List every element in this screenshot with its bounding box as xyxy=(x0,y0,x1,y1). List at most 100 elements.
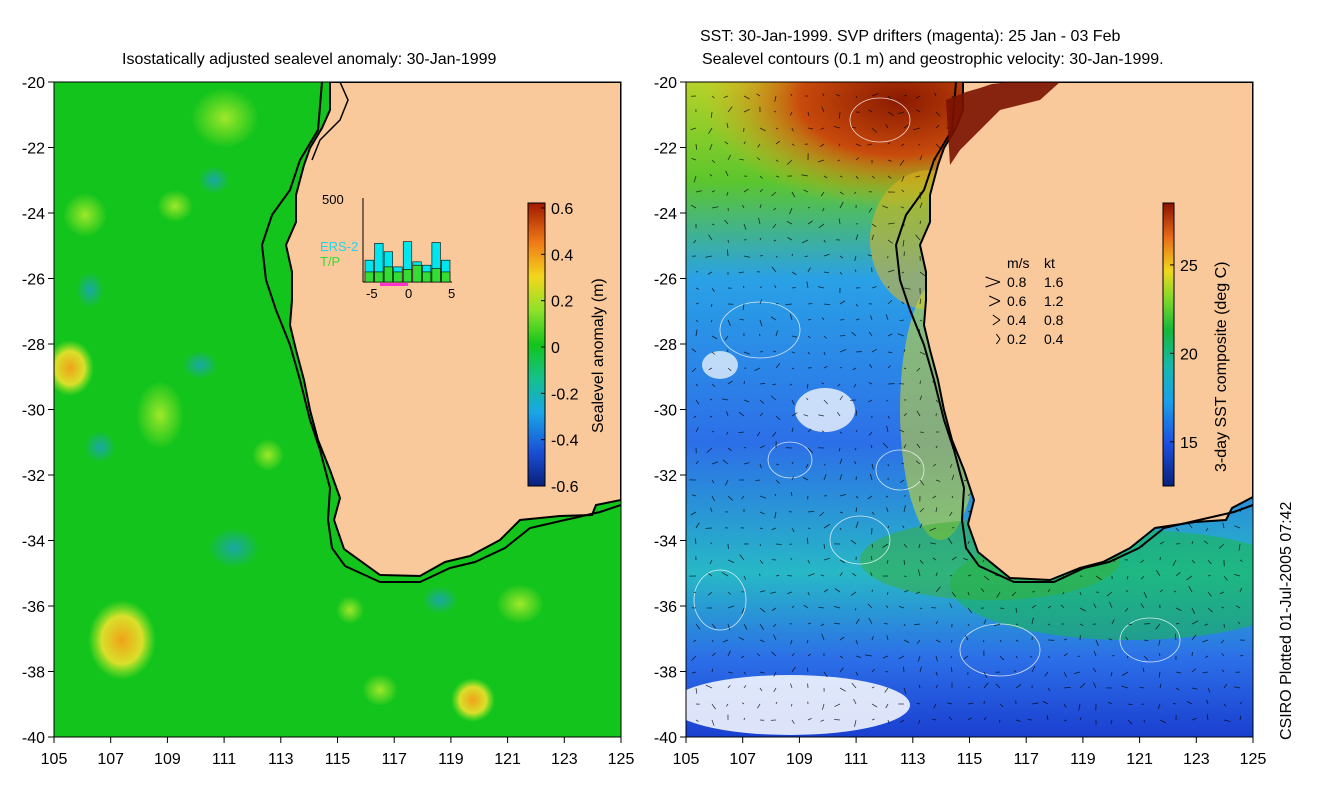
velocity-vector xyxy=(771,191,777,197)
velocity-vector xyxy=(855,175,859,180)
velocity-vector xyxy=(791,287,796,289)
velocity-vector xyxy=(999,719,1001,723)
left-y-tick-label: -26 xyxy=(22,272,45,289)
velocity-vector xyxy=(1079,717,1082,721)
velocity-vector xyxy=(836,411,841,417)
velocity-vector xyxy=(1175,687,1180,691)
right-y-tick-label: -22 xyxy=(654,141,677,158)
velocity-vector xyxy=(901,175,905,182)
velocity-vector xyxy=(1093,650,1097,657)
velocity-vector xyxy=(823,365,828,369)
velocity-vector xyxy=(903,543,908,548)
velocity-vector xyxy=(695,623,701,630)
velocity-vector xyxy=(791,253,793,257)
velocity-vector xyxy=(775,330,778,337)
velocity-vector xyxy=(738,431,745,434)
velocity-legend-ms: 0.6 xyxy=(1007,293,1027,309)
left-x-tick-label: 113 xyxy=(268,751,294,768)
velocity-vector xyxy=(839,494,847,497)
velocity-vector xyxy=(1095,639,1099,647)
velocity-vector xyxy=(918,143,921,146)
velocity-vector xyxy=(693,239,697,244)
legend-tp: T/P xyxy=(320,254,340,269)
velocity-vector xyxy=(722,459,729,465)
velocity-vector xyxy=(854,269,857,273)
velocity-vector xyxy=(1191,717,1197,721)
velocity-vector xyxy=(759,687,763,692)
velocity-vector xyxy=(935,507,938,513)
left-chart-title: Isostatically adjusted sealevel anomaly:… xyxy=(122,51,497,68)
velocity-vector xyxy=(930,542,937,545)
sealevel-contours xyxy=(693,97,1181,677)
right-y-tick-label: -30 xyxy=(654,403,677,420)
velocity-vector xyxy=(935,111,941,117)
sst-colorbar-label: 3-day SST composite (deg C) xyxy=(1213,262,1230,472)
velocity-vector xyxy=(853,698,857,705)
histogram-bar-tp xyxy=(431,268,441,283)
velocity-vector xyxy=(775,574,780,577)
velocity-vector xyxy=(1031,665,1036,673)
velocity-vector xyxy=(899,429,905,433)
velocity-vector xyxy=(743,623,748,630)
velocity-vector xyxy=(819,511,825,517)
velocity-vector xyxy=(1079,683,1086,689)
velocity-vector xyxy=(1191,634,1197,641)
velocity-vector xyxy=(711,719,715,726)
velocity-vector xyxy=(741,702,745,705)
velocity-vector xyxy=(711,495,715,502)
velocity-vector xyxy=(727,349,729,353)
velocity-vector xyxy=(897,333,905,337)
velocity-vector xyxy=(823,239,826,243)
velocity-vector xyxy=(1207,687,1211,693)
velocity-vector xyxy=(851,126,857,129)
right-x-tick-label: 105 xyxy=(673,751,700,768)
velocity-vector xyxy=(727,154,731,161)
velocity-vector xyxy=(1063,671,1067,678)
velocity-vector xyxy=(1079,623,1084,627)
right-y-tick-label: -28 xyxy=(654,337,677,354)
velocity-vector xyxy=(823,253,830,257)
velocity-vector xyxy=(839,511,844,514)
velocity-vector xyxy=(867,495,873,500)
velocity-vector xyxy=(839,527,842,530)
velocity-vector xyxy=(772,431,777,437)
velocity-vector xyxy=(855,507,858,513)
velocity-vector xyxy=(916,410,921,417)
histogram-bars xyxy=(364,241,451,283)
sla-colorbar-ticks: 0.6 0.4 0.2 0 -0.2 -0.4 -0.6 xyxy=(541,201,579,496)
velocity-vector xyxy=(887,719,890,724)
right-y-tick-label: -38 xyxy=(654,665,677,682)
left-y-tick-label: -32 xyxy=(22,468,45,485)
velocity-vector xyxy=(770,591,777,594)
velocity-vector xyxy=(821,106,825,113)
velocity-vector xyxy=(803,189,809,193)
velocity-vector xyxy=(821,382,825,385)
velocity-scale-arrow xyxy=(988,295,1001,307)
velocity-vector xyxy=(1188,585,1193,593)
right-x-tick-label: 111 xyxy=(844,751,868,768)
velocity-vector xyxy=(695,719,699,722)
velocity-vector xyxy=(1073,671,1081,675)
velocity-vector xyxy=(823,399,829,405)
velocity-vector xyxy=(887,415,890,419)
velocity-vector xyxy=(919,395,923,401)
velocity-vector xyxy=(1158,671,1161,678)
velocity-vector xyxy=(806,639,809,644)
velocity-vector xyxy=(850,591,857,596)
velocity-vector xyxy=(885,703,889,709)
velocity-vector xyxy=(803,414,809,417)
velocity-vector xyxy=(695,522,700,529)
velocity-vector xyxy=(993,623,1001,627)
velocity-vector xyxy=(708,127,713,134)
velocity-vector xyxy=(855,410,858,417)
velocity-vector xyxy=(789,383,793,386)
left-y-tick-label: -20 xyxy=(22,75,45,92)
velocity-vector xyxy=(935,684,939,689)
velocity-vector xyxy=(1218,543,1225,549)
velocity-vector xyxy=(839,175,843,178)
velocity-vector xyxy=(1142,667,1145,673)
velocity-vector xyxy=(807,351,811,355)
velocity-vector xyxy=(1221,606,1225,609)
velocity-vector xyxy=(999,607,1005,609)
velocity-vector xyxy=(791,399,795,405)
